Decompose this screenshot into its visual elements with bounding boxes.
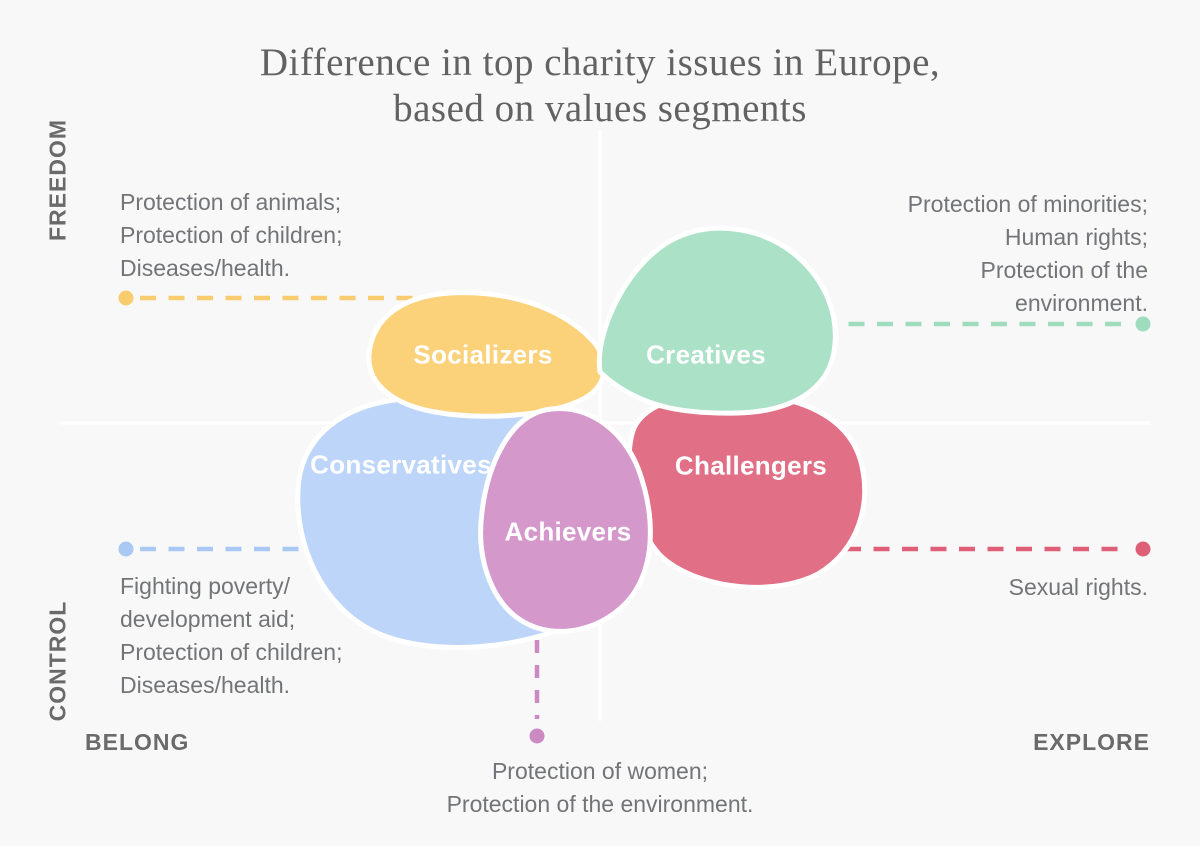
annotation-line: development aid; [120, 606, 296, 632]
annotation-line: Protection of women; [491, 758, 709, 784]
leader-dot-socializers [118, 290, 134, 306]
annotation-creatives: Protection of minorities; Human rights; … [908, 188, 1148, 320]
annotation-line: Diseases/health. [120, 672, 291, 698]
blob-label-challengers: Challengers [674, 450, 828, 481]
annotation-challengers: Sexual rights. [1009, 571, 1148, 604]
leader-dot-achievers [529, 728, 545, 744]
page-title-line1: Difference in top charity issues in Euro… [259, 41, 941, 84]
leader-dot-challengers [1135, 541, 1151, 557]
blob-creatives [596, 225, 838, 416]
axis-label-belong: BELONG [85, 729, 190, 755]
annotation-socializers: Protection of animals; Protection of chi… [120, 186, 342, 285]
annotation-line: Sexual rights. [1008, 574, 1148, 600]
annotation-line: Protection of minorities; [907, 191, 1148, 217]
blob-label-conservatives: Conservatives [310, 449, 492, 480]
annotation-line: Fighting poverty/ [120, 573, 291, 599]
blob-achievers [478, 406, 653, 634]
annotation-line: Diseases/health. [120, 255, 291, 281]
annotation-line: environment. [1015, 290, 1148, 316]
leader-dot-conservatives [118, 541, 134, 557]
blob-label-creatives: Creatives [646, 339, 766, 370]
axis-label-control: CONTROL [44, 600, 71, 722]
annotation-conservatives: Fighting poverty/ development aid; Prote… [120, 570, 342, 702]
annotation-line: Protection of the [980, 257, 1149, 283]
annotation-achievers: Protection of women; Protection of the e… [0, 755, 1200, 821]
annotation-line: Protection of the environment. [446, 791, 754, 817]
leader-dot-creatives [1135, 316, 1151, 332]
blob-label-achievers: Achievers [504, 516, 632, 547]
page-title-line2: based on values segments [393, 87, 807, 130]
annotation-line: Protection of children; [120, 222, 343, 248]
axis-label-freedom: FREEDOM [44, 119, 71, 241]
annotation-line: Human rights; [1004, 224, 1148, 250]
page-title: Difference in top charity issues in Euro… [0, 40, 1200, 132]
blob-label-socializers: Socializers [413, 339, 553, 370]
annotation-line: Protection of children; [120, 639, 343, 665]
axis-label-explore: EXPLORE [1033, 729, 1150, 755]
annotation-line: Protection of animals; [120, 189, 342, 215]
blob-challengers [626, 390, 868, 590]
